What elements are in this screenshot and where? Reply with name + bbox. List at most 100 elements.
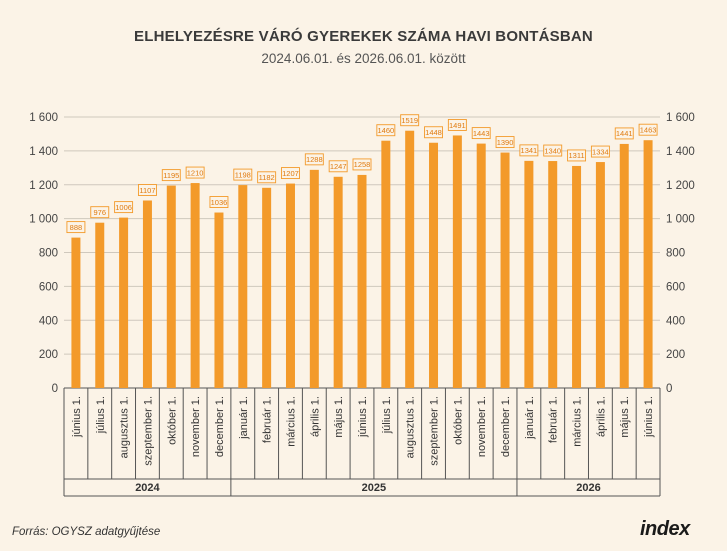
bar xyxy=(214,212,224,388)
bar xyxy=(381,140,391,388)
source-note: Forrás: OGYSZ adatgyűjtése xyxy=(12,526,161,538)
bar xyxy=(71,237,81,388)
y-tick-label-left: 1 000 xyxy=(29,214,58,226)
index-logo: index xyxy=(640,518,690,540)
x-tick-label: május 1. xyxy=(619,396,631,438)
x-tick-label: augusztus 1. xyxy=(119,396,131,458)
bar xyxy=(500,152,510,388)
data-label: 1340 xyxy=(544,146,561,155)
x-tick-label: szeptember 1. xyxy=(429,396,441,466)
x-tick-label: július 1. xyxy=(381,396,393,434)
x-tick-label: november 1. xyxy=(190,396,202,457)
data-label: 1311 xyxy=(568,151,584,160)
data-label: 1210 xyxy=(187,168,204,177)
data-label: 1463 xyxy=(640,126,657,135)
data-label-box xyxy=(257,171,277,184)
x-tick-label: január 1. xyxy=(238,396,250,440)
data-label: 1334 xyxy=(592,147,609,156)
y-tick-label-right: 600 xyxy=(666,281,685,293)
x-tick-label: április 1. xyxy=(309,396,321,437)
y-tick-label-left: 200 xyxy=(39,349,58,361)
bar xyxy=(166,185,176,388)
bar xyxy=(429,142,439,388)
bar xyxy=(524,160,534,388)
year-label: 2024 xyxy=(135,482,160,494)
data-label: 976 xyxy=(94,208,107,217)
bar xyxy=(595,162,605,388)
bar xyxy=(119,217,129,388)
x-tick-label: február 1. xyxy=(548,396,560,443)
data-label-box xyxy=(352,158,372,171)
data-label: 1258 xyxy=(354,160,371,169)
data-label-box xyxy=(543,144,563,157)
chart-subtitle: 2024.06.01. és 2026.06.01. között xyxy=(261,51,466,66)
data-label-box xyxy=(185,166,205,179)
bar xyxy=(238,185,248,388)
data-label-box xyxy=(66,221,86,234)
data-label-box xyxy=(90,206,110,219)
y-tick-label-right: 1 200 xyxy=(666,180,695,192)
y-tick-label-right: 0 xyxy=(666,383,672,395)
data-label: 1460 xyxy=(377,126,394,135)
data-label-box xyxy=(281,167,300,180)
data-label-box xyxy=(114,201,134,214)
y-tick-label-left: 1 400 xyxy=(29,146,58,158)
bar xyxy=(309,169,319,388)
bar xyxy=(452,135,462,388)
data-label-box xyxy=(638,123,658,136)
bar xyxy=(619,143,629,388)
data-label-box xyxy=(447,119,467,131)
bar xyxy=(572,165,582,388)
bar xyxy=(262,187,272,388)
data-label: 1341 xyxy=(521,146,538,155)
x-tick-label: szeptember 1. xyxy=(142,396,154,466)
bar xyxy=(548,161,558,388)
data-label-box xyxy=(519,144,539,157)
x-tick-label: június 1. xyxy=(357,396,369,438)
data-label-box xyxy=(328,160,348,173)
data-label: 1006 xyxy=(115,203,132,212)
year-label: 2025 xyxy=(362,482,386,494)
x-tick-label: február 1. xyxy=(262,396,274,443)
x-tick-label: június 1. xyxy=(643,396,655,438)
data-label: 1441 xyxy=(616,129,633,138)
bar xyxy=(142,200,152,388)
x-tick-label: október 1. xyxy=(166,396,178,445)
y-tick-label-right: 200 xyxy=(666,349,685,361)
data-label-box xyxy=(376,124,396,137)
x-tick-label: augusztus 1. xyxy=(405,396,417,458)
y-tick-label-left: 600 xyxy=(39,281,58,293)
y-tick-label-left: 800 xyxy=(39,248,58,260)
data-label-box xyxy=(137,184,157,196)
data-label-box xyxy=(471,127,491,140)
data-label-box xyxy=(590,145,610,158)
x-tick-label: október 1. xyxy=(452,396,464,445)
bar xyxy=(95,222,105,388)
bar xyxy=(643,140,653,388)
data-label: 1491 xyxy=(449,121,466,130)
bar xyxy=(333,176,343,388)
data-label: 1448 xyxy=(425,128,442,137)
y-tick-label-right: 400 xyxy=(666,315,685,327)
data-label-box xyxy=(400,114,420,127)
data-label: 1288 xyxy=(306,155,323,164)
bar xyxy=(285,183,295,388)
x-tick-label: június 1. xyxy=(71,396,83,438)
y-tick-label-right: 1 400 xyxy=(666,146,695,158)
data-label: 1182 xyxy=(259,173,275,182)
year-label: 2026 xyxy=(576,482,600,494)
data-label-box xyxy=(424,126,443,139)
data-label-box xyxy=(495,136,515,149)
x-tick-label: november 1. xyxy=(476,396,488,457)
data-label-box xyxy=(233,168,253,181)
data-label: 1519 xyxy=(401,116,418,125)
x-tick-label: május 1. xyxy=(333,396,345,438)
x-tick-label: december 1. xyxy=(500,396,512,457)
y-tick-label-left: 0 xyxy=(52,383,58,395)
data-label-box xyxy=(614,127,634,140)
data-label-box xyxy=(161,169,181,182)
data-label: 1195 xyxy=(163,171,179,180)
data-label: 1247 xyxy=(330,162,347,171)
y-tick-label-right: 800 xyxy=(666,248,685,260)
